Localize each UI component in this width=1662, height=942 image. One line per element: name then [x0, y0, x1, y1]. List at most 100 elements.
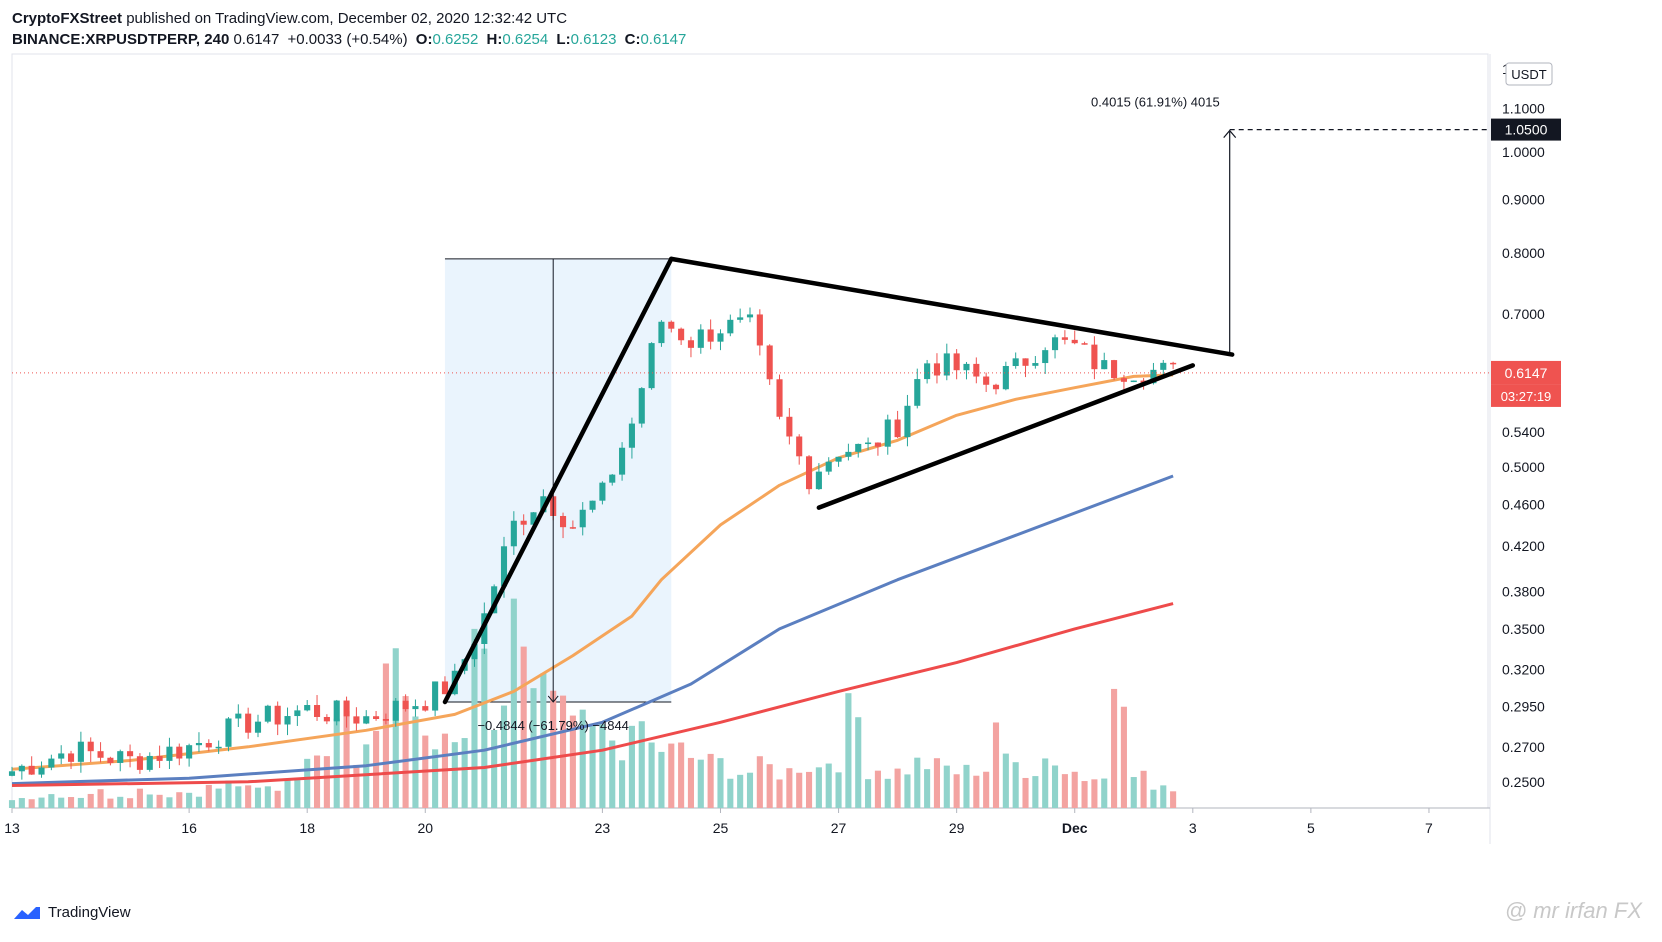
candle-body	[77, 741, 84, 762]
candle-body	[678, 328, 685, 341]
candle-body	[304, 705, 311, 711]
volume-bar	[924, 769, 931, 808]
current-price-box	[1491, 360, 1561, 385]
candle-body	[805, 456, 813, 490]
price-tick-label: 0.5400	[1502, 424, 1545, 440]
candle-body	[392, 700, 399, 721]
price-tick-label: 0.2500	[1502, 774, 1545, 790]
candle-body	[254, 721, 262, 733]
volume-bar	[609, 740, 616, 808]
flagpole-line	[442, 256, 674, 705]
volume-bar	[1111, 688, 1118, 808]
volume-bar	[1032, 776, 1039, 808]
candle-body	[569, 527, 576, 529]
candle-body	[127, 751, 134, 757]
candle-body	[1101, 360, 1108, 370]
volume-bar	[205, 784, 212, 808]
candle-body	[520, 520, 527, 525]
candle-body	[835, 456, 842, 462]
price-tick-label: 0.4200	[1502, 538, 1545, 554]
volume-bar	[1101, 778, 1108, 808]
candle-body	[510, 520, 517, 547]
volume-bar	[245, 785, 252, 808]
volume-bar	[796, 772, 803, 808]
candle-body	[136, 756, 143, 770]
countdown-box	[1491, 384, 1561, 407]
volume-bar	[353, 764, 360, 808]
candle-body	[117, 751, 124, 763]
volume-bar	[540, 673, 547, 808]
price-change: +0.0033 (+0.54%)	[287, 31, 408, 48]
candle-body	[865, 442, 872, 445]
candle-body	[412, 706, 419, 710]
time-tick-label: 23	[595, 820, 611, 836]
volume-bar	[48, 794, 55, 808]
price-tick-label: 0.5000	[1502, 459, 1545, 475]
volume-bar	[953, 774, 960, 808]
price-tick-label: 0.7000	[1502, 306, 1545, 322]
candle-body	[491, 586, 498, 614]
candle-body	[225, 718, 232, 747]
target-price-label: 1.0500	[1505, 122, 1548, 138]
volume-bar	[510, 598, 517, 808]
time-tick-label: 16	[181, 820, 197, 836]
candle-body	[914, 379, 921, 406]
time-tick-label: Dec	[1062, 820, 1088, 836]
candle-body	[1150, 369, 1157, 384]
volume-bar	[884, 778, 891, 808]
candle-body	[186, 745, 193, 759]
volume-bar	[835, 772, 842, 808]
volume-bar	[382, 663, 389, 808]
low-label: L:	[556, 31, 571, 48]
candle-body	[825, 461, 832, 472]
price-tick-label: 0.3500	[1502, 621, 1545, 637]
candle-body	[855, 443, 862, 452]
chart-header: CryptoFXStreet published on TradingView.…	[12, 8, 690, 50]
volume-bar	[874, 770, 881, 808]
volume-bar	[28, 799, 35, 808]
candle-body	[97, 751, 104, 758]
volume-bar	[550, 690, 557, 808]
volume-bar	[127, 798, 134, 808]
symbol-label[interactable]: BINANCE:XRPUSDTPERP, 240	[12, 31, 230, 48]
volume-bar	[136, 788, 143, 808]
candle-body	[992, 384, 1000, 390]
candle-body	[737, 317, 744, 320]
candle-body	[38, 767, 45, 775]
volume-bar	[678, 742, 685, 808]
time-tick-label: 27	[831, 820, 847, 836]
measure-down-arrowhead	[547, 695, 559, 703]
candle-body	[619, 447, 626, 475]
candle-body	[176, 746, 183, 759]
candle-body	[402, 700, 409, 710]
volume-bar	[195, 796, 203, 808]
volume-bar	[215, 788, 222, 808]
volume-bar	[648, 742, 655, 808]
candle-body	[1130, 380, 1137, 383]
volume-bar	[87, 793, 94, 808]
volume-bar	[1022, 777, 1029, 808]
high-label: H:	[486, 31, 503, 48]
candle-body	[205, 742, 212, 748]
volume-bar	[579, 709, 586, 808]
volume-bar	[58, 797, 65, 808]
volume-bar	[1012, 762, 1019, 808]
volume-bar	[1091, 779, 1098, 808]
volume-bar	[166, 797, 173, 808]
price-tick-label: 0.3800	[1502, 584, 1545, 600]
publisher-name[interactable]: CryptoFXStreet	[12, 10, 123, 27]
countdown-label: 03:27:19	[1501, 389, 1552, 404]
volume-bar	[628, 725, 635, 808]
footer-brand[interactable]: TradingView	[12, 904, 131, 921]
volume-bar	[904, 774, 911, 808]
candle-body	[1022, 358, 1029, 366]
candle-body	[983, 376, 990, 385]
volume-bar	[756, 756, 763, 808]
volume-bar	[805, 771, 813, 808]
volume-bar	[333, 718, 340, 808]
candle-body	[884, 419, 891, 447]
candle-body	[363, 716, 370, 724]
price-tick-label: 0.2950	[1502, 699, 1545, 715]
candle-body	[796, 436, 803, 457]
